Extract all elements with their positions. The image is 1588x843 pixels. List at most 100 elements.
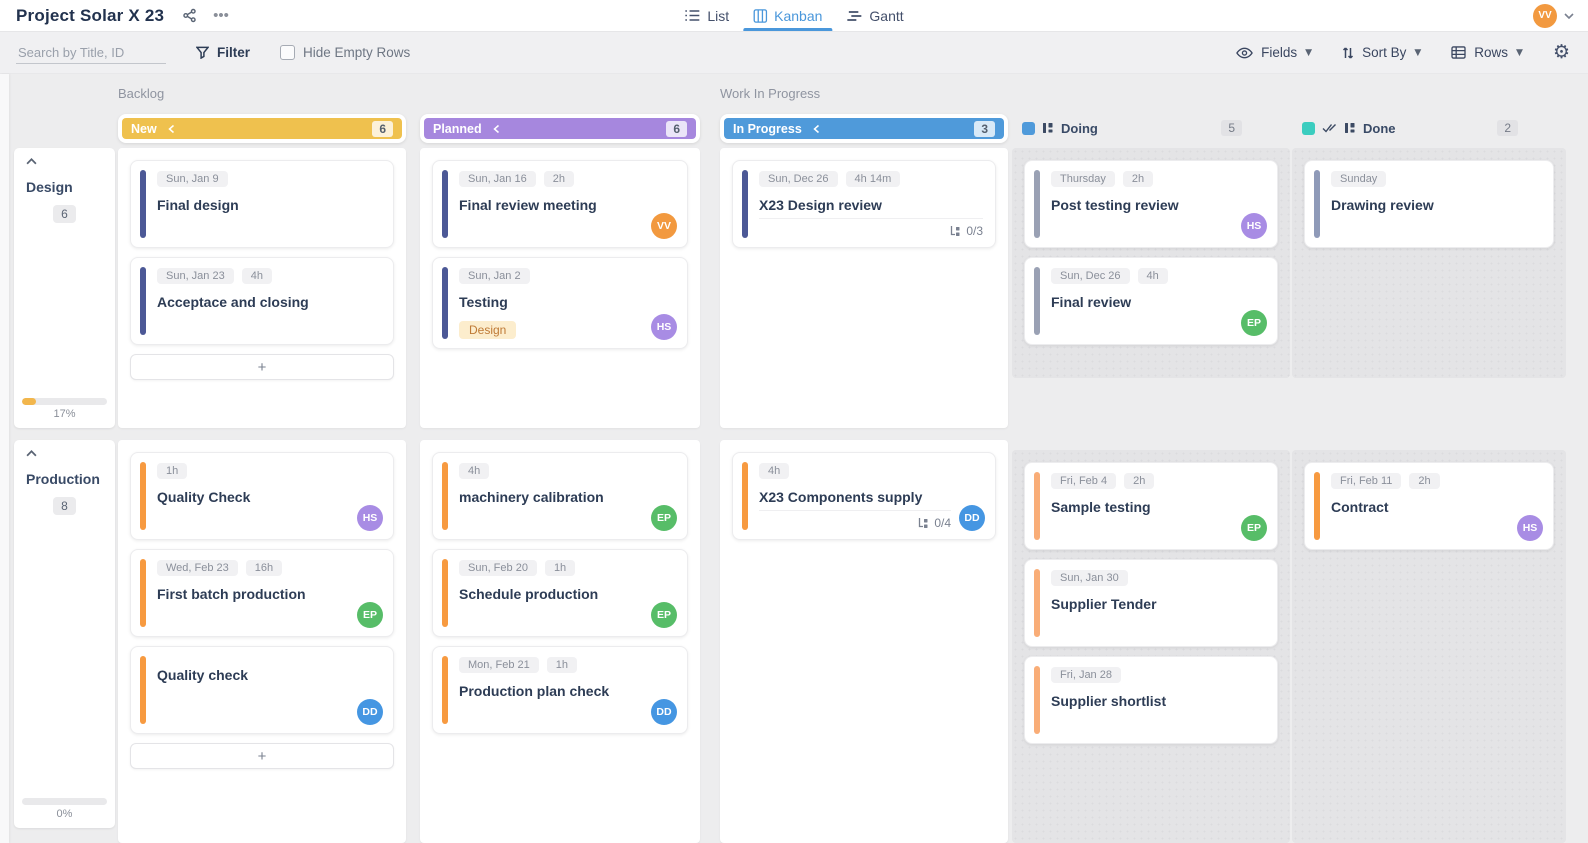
collapse-chevron-icon[interactable]	[168, 124, 175, 134]
more-options-icon[interactable]: •••	[213, 6, 229, 24]
add-card-button[interactable]: +	[130, 743, 394, 769]
column-header-doing[interactable]: Doing 5	[1022, 118, 1290, 138]
share-icon[interactable]	[182, 8, 197, 23]
card-title: Final review meeting	[459, 197, 597, 213]
swimlane-progress: 0%	[22, 798, 107, 820]
kanban-card[interactable]: Sun, Jan 30 Supplier Tender	[1024, 559, 1278, 647]
kanban-card[interactable]: Sun, Jan 23 4h Acceptace and closing	[130, 257, 394, 345]
column-header-new[interactable]: New 6	[122, 118, 402, 139]
fields-dropdown[interactable]: Fields ▼	[1236, 45, 1312, 60]
column-header-done[interactable]: Done 2	[1302, 118, 1566, 138]
add-card-button[interactable]: +	[130, 354, 394, 380]
rows-dropdown[interactable]: Rows ▼	[1451, 45, 1523, 60]
hide-empty-rows-checkbox[interactable]	[280, 45, 296, 60]
sort-by-dropdown[interactable]: Sort By ▼	[1342, 45, 1421, 60]
duration-chip: 2h	[1409, 473, 1440, 489]
caret-down-icon: ▼	[1516, 47, 1523, 58]
kanban-card[interactable]: Sun, Jan 16 2h Final review meeting VV	[432, 160, 688, 248]
lane-planned-production: 4h machinery calibration EP Sun, Feb 20 1…	[420, 440, 700, 843]
column-header-planned[interactable]: Planned 6	[424, 118, 696, 139]
chevron-up-icon[interactable]	[26, 450, 103, 457]
caret-down-icon: ▼	[1414, 47, 1422, 58]
kanban-card[interactable]: 1h Quality Check HS	[130, 452, 394, 540]
settings-gear-icon[interactable]: ⚙	[1552, 41, 1570, 63]
kanban-card[interactable]: Thursday 2h Post testing review HS	[1024, 160, 1278, 248]
duration-chip: 16h	[245, 560, 283, 576]
kanban-card[interactable]: 4h machinery calibration EP	[432, 452, 688, 540]
chevron-down-icon[interactable]	[1564, 12, 1574, 19]
kanban-card[interactable]: Quality check DD	[130, 646, 394, 734]
due-date-chip: Sun, Jan 9	[157, 171, 228, 187]
column-header-in-progress[interactable]: In Progress 3	[724, 118, 1004, 139]
duration-chip: 4h	[459, 463, 490, 479]
column-done: Done 2 Sunday Drawing review Fri, Feb 11…	[1292, 74, 1566, 843]
card-color-bar	[442, 267, 448, 340]
top-bar: Project Solar X 23 ••• List Kanban Gantt…	[0, 0, 1588, 32]
tab-kanban[interactable]: Kanban	[741, 0, 834, 31]
kanban-card[interactable]: Sun, Jan 2 Testing Design HS	[432, 257, 688, 350]
column-in-progress: In Progress 3 Sun, Dec 26 4h 14m X23 Desi…	[720, 74, 1008, 843]
kanban-card[interactable]: Sun, Dec 26 4h Final review EP	[1024, 257, 1278, 345]
duration-chip: 1h	[544, 560, 576, 576]
assignee-avatar: DD	[651, 699, 677, 725]
subtasks-icon	[917, 517, 929, 529]
card-tag: Design	[459, 321, 517, 340]
status-color-swatch	[1022, 121, 1035, 135]
assignee-avatar: HS	[357, 505, 383, 531]
card-color-bar	[140, 170, 146, 238]
card-color-bar	[140, 656, 146, 724]
kanban-card[interactable]: Wed, Feb 23 16h First batch production EP	[130, 549, 394, 637]
lane-in-progress-design: Sun, Dec 26 4h 14m X23 Design review 0/3	[720, 148, 1008, 428]
due-date-chip: Fri, Feb 11	[1331, 473, 1402, 489]
kanban-card[interactable]: Sun, Feb 20 1h Schedule production EP	[432, 549, 688, 637]
kanban-card[interactable]: Fri, Feb 11 2h Contract HS	[1304, 462, 1554, 550]
search-input[interactable]	[16, 41, 166, 64]
sort-icon	[1342, 46, 1354, 60]
kanban-card[interactable]: Fri, Jan 28 Supplier shortlist	[1024, 656, 1278, 744]
kanban-card[interactable]: Sun, Jan 9 Final design	[130, 160, 394, 248]
card-color-bar	[442, 462, 448, 530]
filter-button[interactable]: Filter	[196, 45, 250, 60]
chevron-up-icon[interactable]	[26, 158, 103, 165]
kanban-board: Backlog Work In Progress Design 6 17% Pr…	[0, 74, 1588, 843]
tab-gantt[interactable]: Gantt	[834, 0, 915, 31]
column-new: New 6 Sun, Jan 9 Final design Sun, Jan 2…	[118, 74, 406, 843]
card-color-bar	[140, 559, 146, 627]
kanban-card[interactable]: Fri, Feb 4 2h Sample testing EP	[1024, 462, 1278, 550]
kanban-card[interactable]: Mon, Feb 21 1h Production plan check DD	[432, 646, 688, 734]
due-date-chip: Fri, Jan 28	[1051, 667, 1121, 683]
card-chip-row: Sun, Dec 26 4h	[1051, 268, 1265, 284]
swimlane-count-badge: 8	[53, 497, 76, 515]
card-color-bar	[1034, 267, 1040, 335]
card-chip-row: Sunday	[1331, 171, 1541, 187]
card-color-bar	[742, 170, 748, 238]
card-color-bar	[1314, 472, 1320, 540]
hide-empty-rows-toggle[interactable]: Hide Empty Rows	[280, 45, 410, 60]
swimlane-title: Production	[26, 471, 100, 487]
card-title: Sample testing	[1051, 499, 1151, 515]
card-chip-row: Sun, Jan 23 4h	[157, 268, 381, 284]
user-menu[interactable]: VV	[1533, 3, 1574, 28]
lane-doing-design: Thursday 2h Post testing review HS Sun, D…	[1012, 148, 1290, 378]
lane-doing-production: Fri, Feb 4 2h Sample testing EP Sun, Jan …	[1012, 450, 1290, 843]
due-date-chip: Sunday	[1331, 171, 1387, 187]
tab-list[interactable]: List	[672, 0, 741, 31]
collapse-chevron-icon[interactable]	[813, 124, 820, 134]
table-icon	[1451, 46, 1466, 59]
kanban-card[interactable]: Sunday Drawing review	[1304, 160, 1554, 248]
caret-down-icon: ▼	[1305, 47, 1313, 58]
group-label-backlog: Backlog	[118, 86, 165, 101]
collapsed-side-rail	[0, 74, 9, 843]
card-subtasks: 0/4	[759, 510, 951, 530]
card-color-bar	[442, 656, 448, 724]
card-color-bar	[442, 559, 448, 627]
kanban-card[interactable]: Sun, Dec 26 4h 14m X23 Design review 0/3	[732, 160, 996, 248]
subtask-count: 0/3	[966, 224, 983, 238]
duration-chip: 4h	[759, 463, 790, 479]
due-date-chip: Sun, Jan 16	[459, 171, 536, 187]
kanban-card[interactable]: 4h X23 Components supply 0/4 DD	[732, 452, 996, 540]
collapse-chevron-icon[interactable]	[492, 124, 500, 134]
gantt-icon	[846, 10, 862, 22]
user-avatar[interactable]: VV	[1533, 3, 1557, 28]
assignee-avatar: EP	[357, 602, 383, 628]
